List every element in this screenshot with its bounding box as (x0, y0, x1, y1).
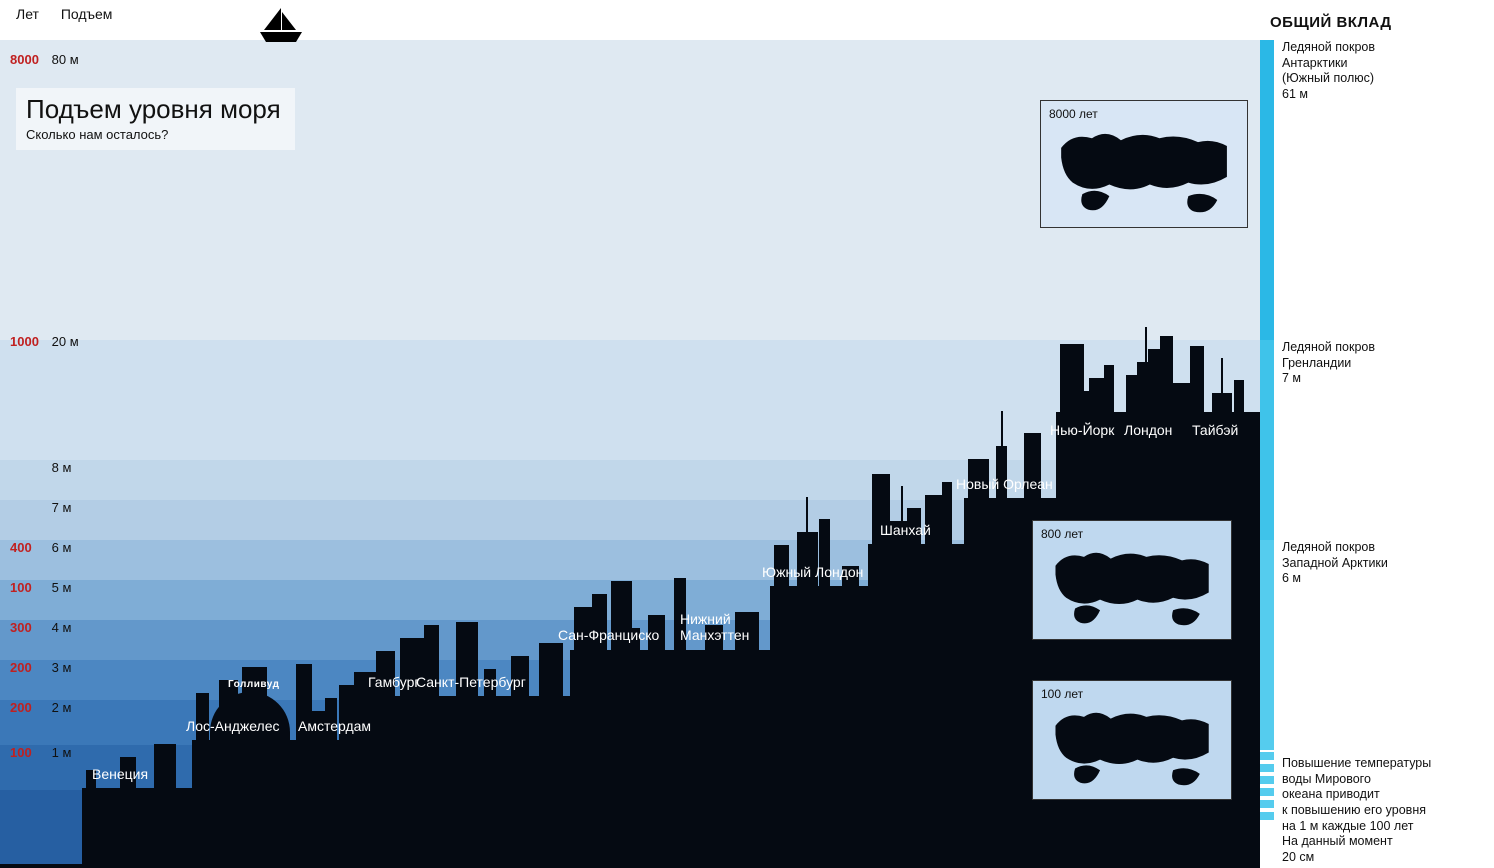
building-shape (735, 612, 759, 868)
city-label: Шанхай (880, 522, 931, 538)
building-shape (539, 643, 563, 868)
building-shape (968, 459, 989, 868)
world-map-box: 800 лет (1032, 520, 1232, 640)
city-label: Сан-Франциско (558, 627, 659, 643)
city-label: Лондон (1124, 422, 1172, 438)
world-map-icon (1039, 539, 1227, 637)
city-label: Гамбург (368, 674, 420, 690)
contribution-bar (1260, 340, 1274, 540)
building-shape (942, 482, 952, 868)
city-label: Новый Орлеан (956, 476, 1053, 492)
building-shape (154, 744, 176, 868)
building-shape (456, 622, 478, 868)
sidebar-bottom-text: Повышение температурыводы Мировогоокеана… (1282, 756, 1482, 865)
city-label: Лос-Анджелес (186, 718, 280, 734)
contribution-stripe (1260, 788, 1274, 796)
city-label: НижнийМанхэттен (680, 611, 749, 643)
contribution-sidebar: ОБЩИЙ ВКЛАД Ледяной покровАнтарктики(Южн… (1260, 0, 1494, 868)
world-map-icon (1039, 699, 1227, 797)
city-label: Нью-Йорк (1050, 422, 1114, 438)
world-map-box: 100 лет (1032, 680, 1232, 800)
building-shape (86, 770, 96, 868)
building-shape (629, 628, 640, 868)
building-shape (219, 680, 238, 868)
building-shape (1024, 433, 1041, 868)
city-label: Тайбэй (1192, 422, 1238, 438)
building-shape (774, 545, 789, 868)
hollywood-sign: Голливуд (228, 679, 279, 690)
contribution-label: Ледяной покровАнтарктики(Южный полюс)61 … (1282, 40, 1482, 103)
building-shape (424, 625, 439, 868)
contribution-label: Ледяной покровГренландии7 м (1282, 340, 1482, 387)
contribution-bar (1260, 40, 1274, 340)
building-shape (242, 667, 267, 868)
spire-shape (806, 497, 808, 868)
building-shape (907, 508, 921, 868)
building-shape (484, 669, 496, 868)
contribution-stripe (1260, 776, 1274, 784)
world-map-box: 8000 лет (1040, 100, 1248, 228)
building-shape (705, 625, 723, 868)
building-shape (1234, 380, 1244, 868)
main-chart-area: Лет Подъем Подъем уровня моря Сколько на… (0, 0, 1260, 868)
contribution-stripe (1260, 764, 1274, 772)
city-label: Санкт-Петербург (416, 674, 526, 690)
contribution-bar (1260, 540, 1274, 750)
world-map-icon (1047, 119, 1243, 225)
contribution-stripe (1260, 752, 1274, 760)
spire-shape (901, 486, 903, 868)
building-shape (842, 566, 859, 868)
contribution-stripe (1260, 812, 1274, 820)
city-label: Венеция (92, 766, 148, 782)
contribution-label: Ледяной покровЗападной Арктики6 м (1282, 540, 1482, 587)
building-shape (265, 714, 280, 868)
city-label: Южный Лондон (762, 564, 863, 580)
contribution-stripe (1260, 800, 1274, 808)
building-shape (400, 638, 425, 868)
building-shape (648, 615, 665, 868)
city-label: Амстердам (298, 718, 371, 734)
sidebar-title: ОБЩИЙ ВКЛАД (1260, 0, 1494, 41)
